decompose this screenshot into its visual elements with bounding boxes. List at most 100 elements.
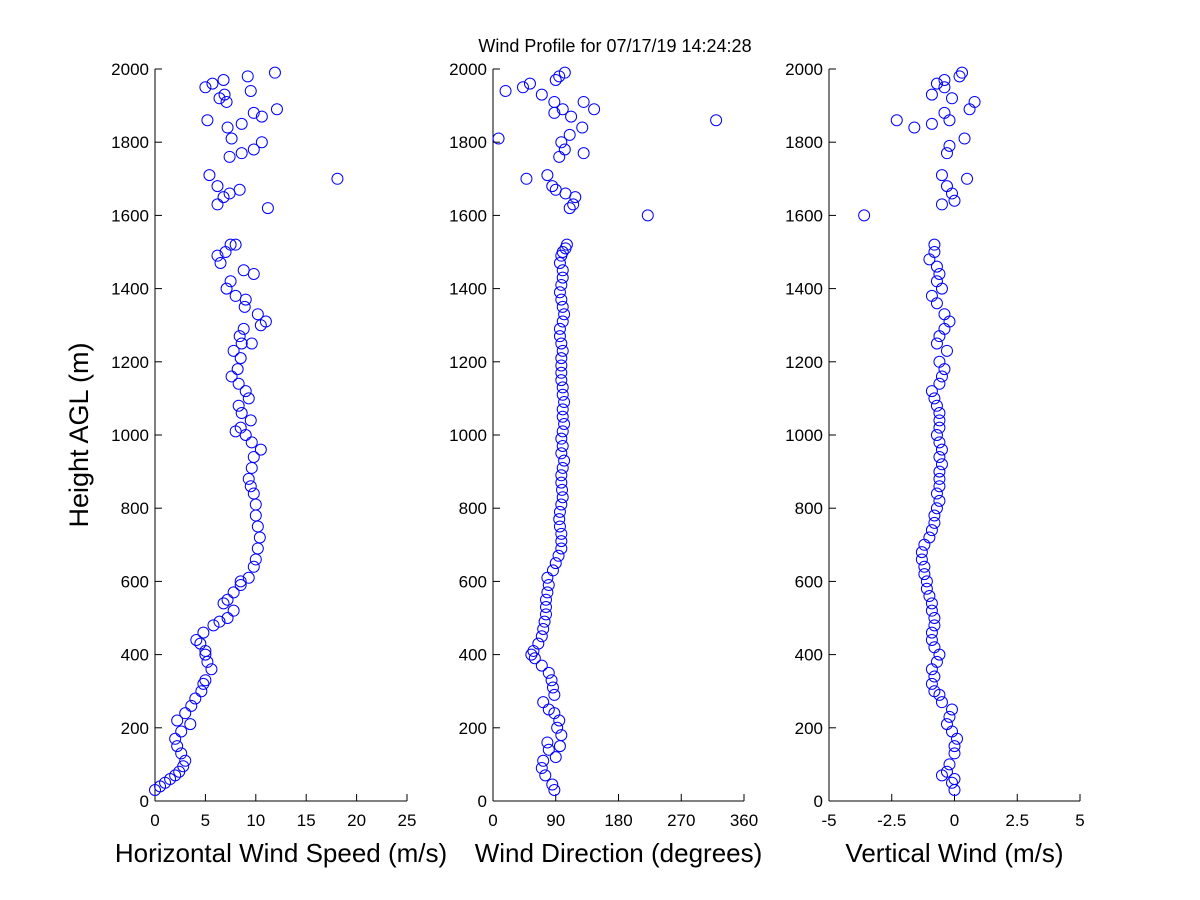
- speed-y-tick-label: 1200: [111, 353, 149, 372]
- vertical-data-point: [948, 773, 961, 786]
- vertical-data-point: [930, 77, 943, 90]
- speed-x-tick-label: 25: [398, 811, 417, 830]
- vertical-data-point: [943, 758, 956, 771]
- direction-data-point: [551, 721, 564, 734]
- direction-data-point: [553, 286, 566, 299]
- speed-data-point: [211, 198, 224, 211]
- vertical-data-point: [951, 732, 964, 745]
- vertical-data-point: [948, 740, 961, 753]
- direction-data-point: [558, 454, 571, 467]
- wind-direction-panel: 0 200 400 600 800 1000 1200 1400 1600 1800 2000 0 90…: [449, 60, 762, 868]
- speed-data-point: [245, 461, 258, 474]
- speed-x-tick-label: 0: [150, 811, 159, 830]
- vertical-data-point: [930, 337, 943, 350]
- speed-data-point: [227, 604, 240, 617]
- speed-data-point: [225, 370, 238, 383]
- direction-data-point: [549, 557, 562, 570]
- direction-x-tick-label: 90: [546, 811, 565, 830]
- speed-data-point: [249, 498, 262, 511]
- speed-data-point: [242, 571, 255, 584]
- direction-data-point: [577, 147, 590, 160]
- vertical-data-point: [925, 663, 938, 676]
- speed-y-tick-label: 1600: [111, 206, 149, 225]
- direction-data-point: [556, 388, 569, 401]
- vertical-y-tick-label: 0: [814, 792, 823, 811]
- direction-data-point: [556, 439, 569, 452]
- speed-y-tick-label: 1800: [111, 133, 149, 152]
- speed-data-point: [221, 121, 234, 134]
- speed-data-point: [214, 256, 227, 269]
- vertical-data-point: [925, 289, 938, 302]
- vertical-data-point: [933, 648, 946, 661]
- speed-x-axis-label: Horizontal Wind Speed (m/s): [115, 838, 447, 868]
- direction-data-point: [558, 418, 571, 431]
- direction-data-point: [535, 88, 548, 101]
- speed-data-point: [259, 315, 272, 328]
- direction-data-point: [546, 681, 559, 694]
- direction-data-point: [555, 352, 568, 365]
- direction-data-point: [556, 491, 569, 504]
- vertical-data-point: [918, 560, 931, 573]
- speed-y-tick-label: 600: [121, 572, 149, 591]
- direction-data-point: [520, 172, 533, 185]
- vertical-y-tick-label: 600: [795, 572, 823, 591]
- direction-data-point: [555, 278, 568, 291]
- vertical-y-tick-label: 400: [795, 646, 823, 665]
- direction-data-point: [548, 95, 561, 108]
- vertical-data-point: [945, 92, 958, 105]
- vertical-data-point: [933, 330, 946, 343]
- vertical-data-point: [938, 308, 951, 321]
- vertical-data-point: [935, 198, 948, 211]
- vertical-x-tick-label: -5: [821, 811, 836, 830]
- speed-data-point: [247, 267, 260, 280]
- speed-data-point: [234, 352, 247, 365]
- direction-data-point: [542, 666, 555, 679]
- direction-x-tick-label: 360: [730, 811, 758, 830]
- vertical-data-point: [943, 710, 956, 723]
- direction-data-point: [541, 586, 554, 599]
- speed-data-point: [249, 509, 262, 522]
- vertical-y-tick-label: 1600: [785, 206, 823, 225]
- vertical-data-point: [918, 538, 931, 551]
- vertical-data-point: [940, 718, 953, 731]
- direction-data-point: [553, 256, 566, 269]
- vertical-data-point: [938, 106, 951, 119]
- direction-x-tick-label: 0: [488, 811, 497, 830]
- vertical-data-point: [945, 725, 958, 738]
- direction-data-point: [710, 114, 723, 127]
- speed-data-point: [205, 663, 218, 676]
- vertical-data-point: [890, 114, 903, 127]
- vertical-data-point: [928, 619, 941, 632]
- vertical-data-point: [925, 633, 938, 646]
- direction-data-point: [537, 622, 550, 635]
- speed-data-point: [247, 487, 260, 500]
- direction-data-point: [539, 601, 552, 614]
- direction-data-point: [555, 136, 568, 149]
- speed-data-point: [227, 586, 240, 599]
- speed-data-point: [238, 300, 251, 313]
- speed-data-point: [253, 531, 266, 544]
- direction-data-point: [537, 754, 550, 767]
- speed-data-point: [235, 147, 248, 160]
- vertical-data-point: [940, 180, 953, 193]
- direction-data-point: [553, 740, 566, 753]
- vertical-data-point: [938, 81, 951, 94]
- vertical-data-point: [930, 502, 943, 515]
- direction-y-tick-label: 1600: [449, 206, 487, 225]
- vertical-data-point: [915, 546, 928, 559]
- direction-data-point: [558, 308, 571, 321]
- direction-data-point: [558, 66, 571, 79]
- speed-data-point: [231, 363, 244, 376]
- speed-data-point: [242, 472, 255, 485]
- vertical-x-tick-label: 0: [950, 811, 959, 830]
- direction-data-point: [556, 403, 569, 416]
- vertical-data-point: [961, 172, 974, 185]
- vertical-data-point: [915, 553, 928, 566]
- speed-data-point: [171, 740, 184, 753]
- vertical-data-point: [933, 407, 946, 420]
- speed-x-tick-label: 5: [201, 811, 210, 830]
- speed-data-point: [217, 597, 230, 610]
- direction-y-tick-label: 200: [459, 719, 487, 738]
- speed-data-point: [331, 172, 344, 185]
